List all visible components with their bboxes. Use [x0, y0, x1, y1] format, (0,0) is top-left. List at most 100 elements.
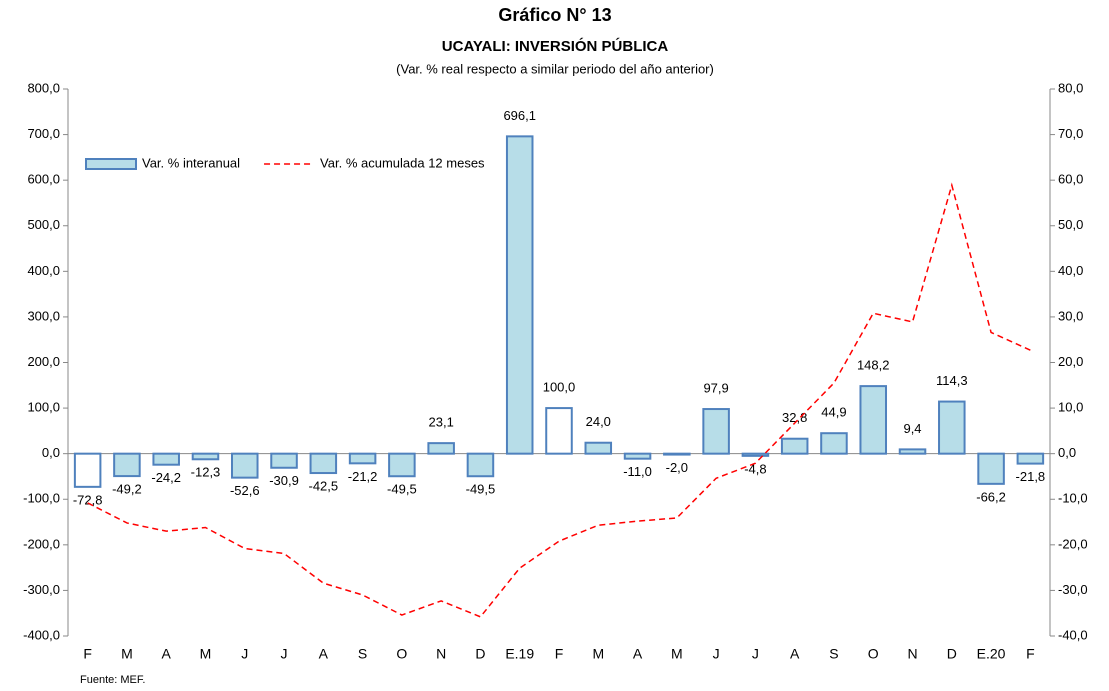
bar	[623, 452, 652, 460]
x-tick-label: M	[592, 646, 604, 662]
bar	[741, 452, 770, 457]
value-label: 32,8	[782, 410, 807, 425]
value-label: 148,2	[857, 358, 890, 373]
x-tick-label: M	[121, 646, 133, 662]
x-tick-label: A	[162, 646, 172, 662]
y2-tick-label: 20,0	[1058, 354, 1083, 369]
chart-note: (Var. % real respecto a similar periodo …	[396, 61, 714, 76]
y-tick-label: 400,0	[27, 263, 60, 278]
y2-tick-label: 10,0	[1058, 400, 1083, 415]
y2-tick-label: 40,0	[1058, 263, 1083, 278]
value-label: -72,8	[73, 492, 103, 507]
x-tick-label: J	[713, 646, 720, 662]
value-label: 97,9	[703, 380, 728, 395]
value-label: 696,1	[503, 108, 536, 123]
value-label: -2,0	[666, 460, 688, 475]
y-tick-label: 0,0	[42, 445, 60, 460]
x-tick-label: O	[868, 646, 879, 662]
y2-tick-label: 30,0	[1058, 308, 1083, 323]
chart-title: Gráfico N° 13	[498, 5, 611, 25]
x-tick-label: E.19	[505, 646, 534, 662]
bar	[230, 452, 259, 479]
value-label: -30,9	[269, 473, 299, 488]
bar	[780, 437, 809, 455]
bar	[663, 452, 691, 456]
y2-tick-label: 60,0	[1058, 172, 1083, 187]
x-tick-label: J	[281, 646, 288, 662]
legend-swatch	[85, 158, 137, 170]
bar	[505, 135, 534, 455]
y-tick-label: 100,0	[27, 400, 60, 415]
x-tick-label: N	[436, 646, 446, 662]
x-tick-label: A	[790, 646, 800, 662]
y-tick-label: 300,0	[27, 308, 60, 323]
bar	[859, 385, 888, 455]
y2-tick-label: -30,0	[1058, 582, 1088, 597]
bar	[270, 452, 298, 469]
value-label: -12,3	[191, 465, 221, 480]
bar	[466, 452, 495, 478]
bar	[191, 452, 220, 461]
y2-tick-label: 0,0	[1058, 445, 1076, 460]
bar	[1016, 452, 1045, 465]
value-label: 44,9	[821, 405, 846, 420]
x-tick-label: F	[555, 646, 564, 662]
y-tick-label: -300,0	[23, 582, 60, 597]
x-tick-label: J	[241, 646, 248, 662]
value-label: 9,4	[903, 421, 921, 436]
x-tick-label: M	[671, 646, 683, 662]
y-tick-label: -400,0	[23, 627, 60, 642]
bar	[545, 407, 573, 455]
y2-tick-label: 80,0	[1058, 80, 1083, 95]
value-label: -49,5	[387, 482, 417, 497]
value-label: 100,0	[543, 380, 576, 395]
y-tick-label: 800,0	[27, 80, 60, 95]
y-tick-label: 500,0	[27, 217, 60, 232]
value-label: -66,2	[976, 489, 1006, 504]
bar	[702, 408, 730, 455]
bar	[584, 441, 613, 455]
bar	[348, 452, 377, 465]
bar	[977, 452, 1005, 485]
source: Fuente: MEF.	[80, 674, 145, 686]
y-tick-label: 600,0	[27, 172, 60, 187]
x-tick-label: M	[200, 646, 212, 662]
bar	[113, 452, 141, 478]
bar	[427, 442, 455, 455]
x-tick-label: A	[319, 646, 329, 662]
value-label: -21,2	[348, 469, 378, 484]
value-label: 24,0	[586, 414, 611, 429]
y2-tick-label: -20,0	[1058, 536, 1088, 551]
y-tick-label: -100,0	[23, 491, 60, 506]
bar	[309, 452, 338, 475]
value-label: -49,5	[466, 482, 496, 497]
bar	[820, 432, 848, 455]
bar	[938, 400, 966, 455]
x-tick-label: F	[1026, 646, 1035, 662]
x-tick-label: F	[83, 646, 92, 662]
x-tick-label: S	[829, 646, 838, 662]
bar	[388, 452, 416, 478]
chart-subtitle: UCAYALI: INVERSIÓN PÚBLICA	[442, 37, 669, 55]
y2-tick-label: -10,0	[1058, 491, 1088, 506]
bar	[152, 452, 180, 466]
x-tick-label: D	[475, 646, 485, 662]
legend-label: Var. % interanual	[142, 155, 240, 170]
value-label: 23,1	[429, 415, 454, 430]
y-tick-label: -200,0	[23, 536, 60, 551]
x-tick-label: E.20	[977, 646, 1006, 662]
y-tick-label: 200,0	[27, 354, 60, 369]
x-tick-label: J	[752, 646, 759, 662]
value-label: -42,5	[308, 478, 338, 493]
x-tick-label: O	[396, 646, 407, 662]
bar	[898, 448, 927, 455]
legend-label: Var. % acumulada 12 meses	[320, 155, 485, 170]
value-label: 114,3	[936, 373, 968, 388]
value-label: -4,8	[744, 461, 766, 476]
y2-tick-label: 70,0	[1058, 126, 1083, 141]
y2-tick-label: -40,0	[1058, 627, 1088, 642]
y2-tick-label: 50,0	[1058, 217, 1083, 232]
x-tick-label: S	[358, 646, 367, 662]
x-tick-label: D	[947, 646, 957, 662]
